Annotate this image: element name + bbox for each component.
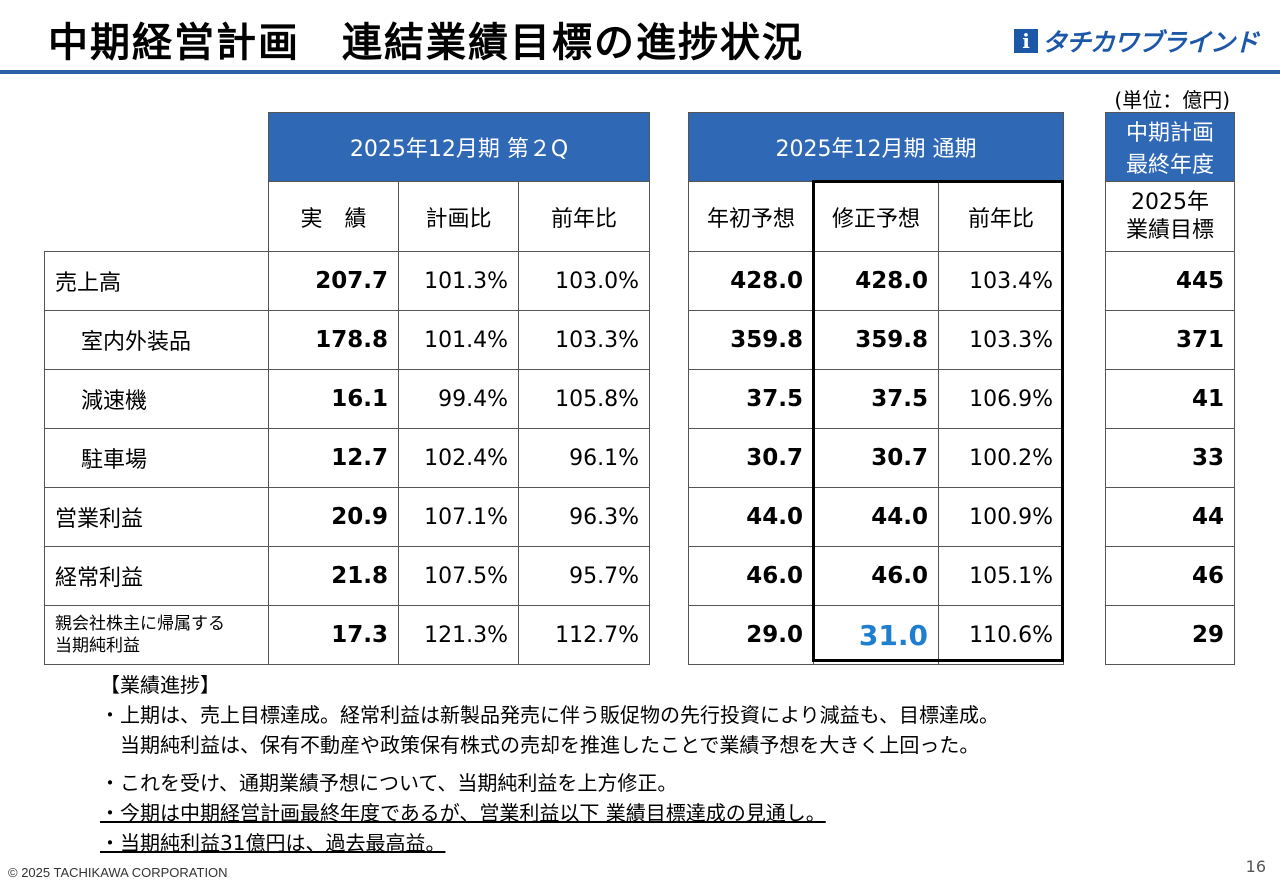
target-cell: 41 [1105,369,1235,429]
final-header-line: 中期計画 [1125,121,1214,146]
fy-revised-cell: 359.8 [813,310,939,370]
row-label: 親会社株主に帰属する当期純利益 [44,605,269,665]
target-cell: 46 [1105,546,1235,606]
fy-yoy-cell: 110.6% [938,605,1064,665]
fy-revised-cell: 30.7 [813,428,939,488]
q2-actual-cell: 20.9 [268,487,399,547]
q2-yoy-cell: 96.3% [518,487,650,547]
fy-initial-cell: 44.0 [688,487,814,547]
progress-notes: 【業績進捗】 ・上期は、売上目標達成。経常利益は新製品発売に伴う販促物の先行投資… [100,670,999,858]
final-year-header: 中期計画 最終年度 [1105,112,1235,182]
fy-revised-cell: 31.0 [813,605,939,665]
title-rule [0,70,1280,74]
row-label: 営業利益 [44,487,269,547]
company-logo: i タチカワブラインド [1014,25,1259,57]
target-cell: 371 [1105,310,1235,370]
target-cell: 29 [1105,605,1235,665]
q2-actual-cell: 21.8 [268,546,399,606]
fy-yoy-cell: 103.3% [938,310,1064,370]
fy-yoy-cell: 105.1% [938,546,1064,606]
col-header-q2-actual: 実 績 [268,181,399,252]
progress-bullet: ・当期純利益31億円は、過去最高益。 [100,831,446,855]
fy-initial-cell: 30.7 [688,428,814,488]
q2-plan-ratio-cell: 102.4% [398,428,519,488]
progress-bullet: 当期純利益は、保有不動産や政策保有株式の売却を推進したことで業績予想を大きく上回… [100,733,980,757]
page-title: 中期経営計画 連結業績目標の進捗状況 [48,20,804,66]
q2-actual-cell: 17.3 [268,605,399,665]
q2-yoy-cell: 103.3% [518,310,650,370]
q2-plan-ratio-cell: 99.4% [398,369,519,429]
fy-revised-cell: 37.5 [813,369,939,429]
target-cell: 44 [1105,487,1235,547]
copyright: © 2025 TACHIKAWA CORPORATION [8,865,228,880]
q2-yoy-cell: 112.7% [518,605,650,665]
q2-yoy-cell: 95.7% [518,546,650,606]
row-label: 減速機 [44,369,269,429]
row-label: 売上高 [44,251,269,311]
logo-mark-icon: i [1014,29,1038,53]
progress-bullet: ・これを受け、通期業績予想について、当期純利益を上方修正。 [100,771,678,795]
q2-plan-ratio-cell: 101.4% [398,310,519,370]
row-label: 経常利益 [44,546,269,606]
progress-heading: 【業績進捗】 [100,673,220,697]
fy-initial-cell: 37.5 [688,369,814,429]
progress-bullet: ・上期は、売上目標達成。経常利益は新製品発売に伴う販促物の先行投資により減益も、… [100,703,999,727]
fy-initial-cell: 46.0 [688,546,814,606]
col-header-q2-yoy: 前年比 [518,181,650,252]
q2-plan-ratio-cell: 107.1% [398,487,519,547]
col-header-fy-revised: 修正予想 [813,181,939,252]
q2-yoy-cell: 103.0% [518,251,650,311]
q2-plan-ratio-cell: 121.3% [398,605,519,665]
col-header-target: 2025年 業績目標 [1105,181,1235,252]
row-label: 駐車場 [44,428,269,488]
fy-revised-cell: 46.0 [813,546,939,606]
fy-initial-cell: 29.0 [688,605,814,665]
col-header-fy-yoy: 前年比 [938,181,1064,252]
progress-bullet: ・今期は中期経営計画最終年度であるが、営業利益以下 業績目標達成の見通し。 [100,801,826,825]
row-label: 室内外装品 [44,310,269,370]
fy-header: 2025年12月期 通期 [688,112,1064,182]
fy-revised-cell: 44.0 [813,487,939,547]
target-header-line: 2025年 [1131,189,1209,215]
target-cell: 33 [1105,428,1235,488]
unit-label: (単位：億円) [1114,88,1230,112]
q2-plan-ratio-cell: 101.3% [398,251,519,311]
col-header-fy-initial: 年初予想 [688,181,814,252]
fy-revised-cell: 428.0 [813,251,939,311]
q2-yoy-cell: 96.1% [518,428,650,488]
fy-initial-cell: 428.0 [688,251,814,311]
q2-yoy-cell: 105.8% [518,369,650,429]
q2-actual-cell: 12.7 [268,428,399,488]
fy-yoy-cell: 106.9% [938,369,1064,429]
logo-text: タチカワブラインド [1042,28,1259,57]
q2-actual-cell: 178.8 [268,310,399,370]
q2-actual-cell: 16.1 [268,369,399,429]
q2-actual-cell: 207.7 [268,251,399,311]
q2-header: 2025年12月期 第２Q [268,112,650,182]
fy-yoy-cell: 100.2% [938,428,1064,488]
final-header-line: 最終年度 [1125,153,1214,178]
q2-plan-ratio-cell: 107.5% [398,546,519,606]
page-number: 16 [1245,857,1266,876]
fy-yoy-cell: 103.4% [938,251,1064,311]
col-header-q2-plan: 計画比 [398,181,519,252]
fy-yoy-cell: 100.9% [938,487,1064,547]
fy-initial-cell: 359.8 [688,310,814,370]
target-header-line: 業績目標 [1125,217,1214,243]
target-cell: 445 [1105,251,1235,311]
